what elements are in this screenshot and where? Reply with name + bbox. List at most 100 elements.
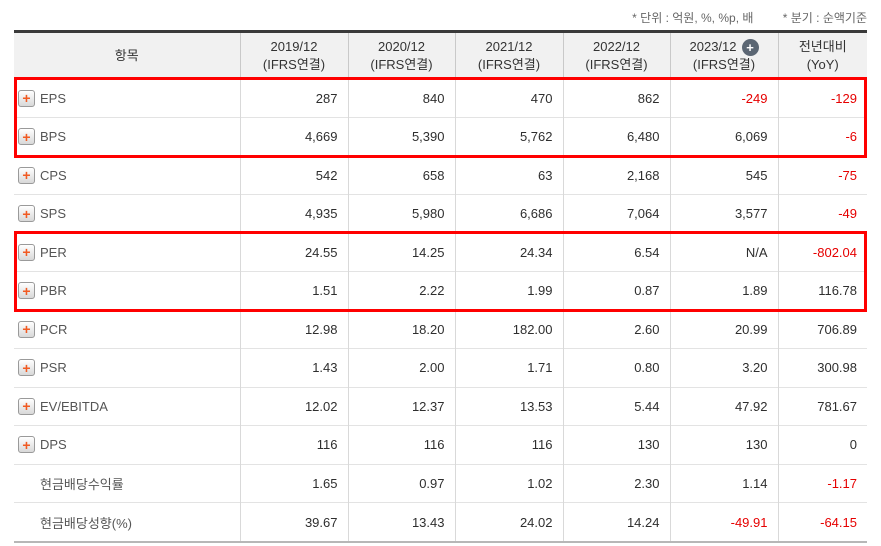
value-cell: 0.80 (562, 348, 670, 387)
value-cell: 545 (669, 155, 778, 195)
value-cell: 5,390 (347, 117, 455, 156)
value-cell: 116 (454, 425, 563, 464)
value-cell: 182.00 (454, 309, 563, 349)
value-cell: 14.25 (347, 232, 455, 272)
value-cell: 12.98 (239, 309, 348, 349)
col-header-yoy: 전년대비 (YoY) (777, 33, 867, 79)
row-label-cell: 현금배당성향(%) (14, 502, 240, 541)
expand-row-icon[interactable]: + (18, 128, 35, 146)
value-cell: 781.67 (777, 386, 867, 426)
expand-row-icon[interactable]: + (18, 320, 35, 338)
value-cell: 6.54 (562, 232, 670, 272)
value-cell: 63 (454, 155, 563, 195)
value-cell: 24.02 (454, 502, 563, 541)
row-label: EV/EBITDA (40, 398, 108, 414)
col-header-2021-12: 2021/12 (IFRS연결) (454, 33, 563, 79)
plus-circle-icon[interactable]: + (741, 38, 759, 56)
value-cell: 706.89 (777, 309, 867, 349)
basis-note: * 분기 : 순액기준 (782, 11, 867, 25)
value-cell: 5.44 (562, 386, 670, 426)
value-cell: 2,168 (562, 155, 670, 195)
financial-ratio-table: 항목 2019/12 (IFRS연결) 2020/12 (IFRS연결) 202… (14, 30, 867, 543)
unit-note: * 단위 : 억원, %, %p, 배 (632, 11, 754, 25)
row-label-cell: + EV/EBITDA (14, 386, 240, 426)
value-cell: 542 (239, 155, 348, 195)
row-label: EPS (40, 90, 67, 106)
value-cell: N/A (669, 232, 778, 272)
value-cell: 0.87 (562, 271, 670, 310)
value-cell: -75 (777, 155, 867, 195)
table-row: + EPS 287 840 470 862 -249 -129 (14, 79, 867, 118)
table-row: + PER 24.55 14.25 24.34 6.54 N/A -802.04 (14, 232, 867, 272)
row-label: DPS (40, 437, 67, 453)
row-label-cell: + SPS (14, 194, 240, 233)
value-cell: 658 (347, 155, 455, 195)
value-cell: 20.99 (669, 309, 778, 349)
table-row: + SPS 4,935 5,980 6,686 7,064 3,577 -49 (14, 194, 867, 233)
value-cell: 12.02 (239, 386, 348, 426)
value-cell: 24.55 (239, 232, 348, 272)
table-row: + DPS 116 116 116 130 130 0 (14, 425, 867, 464)
value-cell: 300.98 (777, 348, 867, 387)
row-label-cell: + PCR (14, 309, 240, 349)
value-cell: -49 (777, 194, 867, 233)
expand-row-icon[interactable]: + (18, 89, 35, 107)
value-cell: 1.51 (239, 271, 348, 310)
row-label-cell: 현금배당수익률 (14, 463, 240, 503)
value-cell: -49.91 (669, 502, 778, 541)
value-cell: 1.99 (454, 271, 563, 310)
table-row: 현금배당수익률 1.65 0.97 1.02 2.30 1.14 -1.17 (14, 463, 867, 503)
value-cell: 4,669 (239, 117, 348, 156)
row-label: PCR (40, 321, 68, 337)
value-cell: 24.34 (454, 232, 563, 272)
value-cell: 14.24 (562, 502, 670, 541)
expand-row-icon[interactable]: + (18, 166, 35, 184)
table-notes: * 단위 : 억원, %, %p, 배 * 분기 : 순액기준 (632, 9, 867, 26)
table-row: + PBR 1.51 2.22 1.99 0.87 1.89 116.78 (14, 271, 867, 310)
header-row: 항목 2019/12 (IFRS연결) 2020/12 (IFRS연결) 202… (14, 33, 867, 79)
value-cell: 862 (562, 79, 670, 118)
expand-row-icon[interactable]: + (18, 282, 35, 300)
value-cell: -249 (669, 79, 778, 118)
value-cell: 130 (669, 425, 778, 464)
value-cell: 3,577 (669, 194, 778, 233)
value-cell: 6,480 (562, 117, 670, 156)
value-cell: 287 (239, 79, 348, 118)
value-cell: -64.15 (777, 502, 867, 541)
table-row: + PSR 1.43 2.00 1.71 0.80 3.20 300.98 (14, 348, 867, 387)
value-cell: 1.65 (239, 463, 348, 503)
row-label: CPS (40, 167, 67, 183)
value-cell: 12.37 (347, 386, 455, 426)
row-label-cell: + DPS (14, 425, 240, 464)
per-share-indicator-table: 항목 2019/12 (IFRS연결) 2020/12 (IFRS연결) 202… (14, 33, 867, 541)
table-row: + PCR 12.98 18.20 182.00 2.60 20.99 706.89 (14, 309, 867, 349)
row-label: PSR (40, 360, 67, 376)
value-cell: 39.67 (239, 502, 348, 541)
value-cell: 130 (562, 425, 670, 464)
row-label: PBR (40, 283, 67, 299)
value-cell: 5,980 (347, 194, 455, 233)
value-cell: 4,935 (239, 194, 348, 233)
expand-row-icon[interactable]: + (18, 359, 35, 377)
expand-row-icon[interactable]: + (18, 205, 35, 223)
table-body: + EPS 287 840 470 862 -249 -129 + BPS 4,669 5,390 5,… (14, 79, 867, 541)
expand-row-icon[interactable]: + (18, 436, 35, 454)
row-label: SPS (40, 206, 67, 222)
row-label-cell: + EPS (14, 79, 240, 118)
value-cell: -1.17 (777, 463, 867, 503)
value-cell: 13.43 (347, 502, 455, 541)
row-label: 현금배당성향(%) (40, 515, 132, 531)
value-cell: 1.02 (454, 463, 563, 503)
col-header-item: 항목 (14, 33, 240, 79)
value-cell: 13.53 (454, 386, 563, 426)
value-cell: 116 (347, 425, 455, 464)
value-cell: 116 (239, 425, 348, 464)
value-cell: 3.20 (669, 348, 778, 387)
value-cell: 6,686 (454, 194, 563, 233)
value-cell: 0 (777, 425, 867, 464)
expand-row-icon[interactable]: + (18, 243, 35, 261)
expand-row-icon[interactable]: + (18, 397, 35, 415)
value-cell: -129 (777, 79, 867, 118)
value-cell: 2.00 (347, 348, 455, 387)
row-label-cell: + PER (14, 232, 240, 272)
